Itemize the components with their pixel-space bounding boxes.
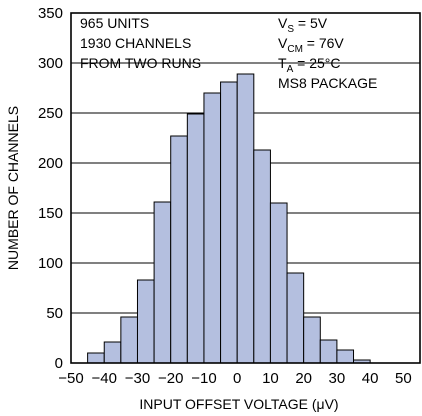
histogram-bar [170, 135, 188, 364]
x-tick-label: −30 [125, 370, 150, 387]
y-tick-label: 300 [38, 55, 63, 72]
histogram-bar [303, 316, 321, 364]
annotation-right-line: VS = 5V [278, 15, 328, 35]
histogram-bar [269, 202, 288, 364]
plot-border [70, 12, 421, 364]
x-tick-label: 0 [233, 370, 241, 387]
x-tick-label: −50 [58, 370, 83, 387]
x-tick-label: 20 [295, 370, 312, 387]
histogram-bar [253, 149, 271, 364]
x-tick-label: 10 [262, 370, 279, 387]
histogram-bar [319, 339, 338, 364]
x-tick-label: −20 [158, 370, 183, 387]
annotation-right-line: MS8 PACKAGE [278, 75, 377, 91]
histogram-bar [103, 341, 122, 364]
x-tick-label: 40 [362, 370, 379, 387]
histogram-bar [153, 201, 172, 364]
x-axis-title: INPUT OFFSET VOLTAGE (μV) [139, 396, 338, 412]
annotation-right-line: TA = 25°C [278, 55, 340, 75]
plot-frame [70, 12, 421, 364]
annotation-left-line: 965 UNITS [80, 15, 149, 31]
histogram-bar [203, 92, 222, 364]
y-tick-label: 350 [38, 5, 63, 22]
y-tick-label: 150 [38, 205, 63, 222]
tick-labels: 0 50 100 150 200 250 300 350 −50 −40 −30 −20 −10 0 10 2… [38, 5, 412, 387]
annotation-left-line: FROM TWO RUNS [80, 55, 201, 71]
bars [87, 73, 371, 364]
y-axis-title: NUMBER OF CHANNELS [5, 106, 21, 270]
histogram-bar [236, 73, 255, 364]
histogram-bar [87, 352, 105, 364]
histogram-bar [286, 272, 305, 364]
annotation-right-line: VCM = 76V [278, 35, 344, 55]
annotations: 965 UNITS 1930 CHANNELS FROM TWO RUNS VS = … [80, 15, 377, 91]
histogram-bar [120, 316, 138, 364]
y-tick-label: 100 [38, 255, 63, 272]
histogram-bar [136, 279, 155, 364]
y-tick-label: 50 [46, 305, 63, 322]
histogram-bar [220, 81, 238, 364]
y-tick-label: 250 [38, 105, 63, 122]
y-tick-label: 0 [55, 355, 63, 372]
y-tick-label: 200 [38, 155, 63, 172]
x-tick-label: −10 [191, 370, 216, 387]
x-tick-label: −40 [92, 370, 117, 387]
annotation-left-line: 1930 CHANNELS [80, 35, 191, 51]
histogram-bar [336, 349, 355, 364]
histogram-bar [186, 113, 205, 364]
x-tick-label: 50 [395, 370, 412, 387]
x-tick-label: 30 [329, 370, 346, 387]
